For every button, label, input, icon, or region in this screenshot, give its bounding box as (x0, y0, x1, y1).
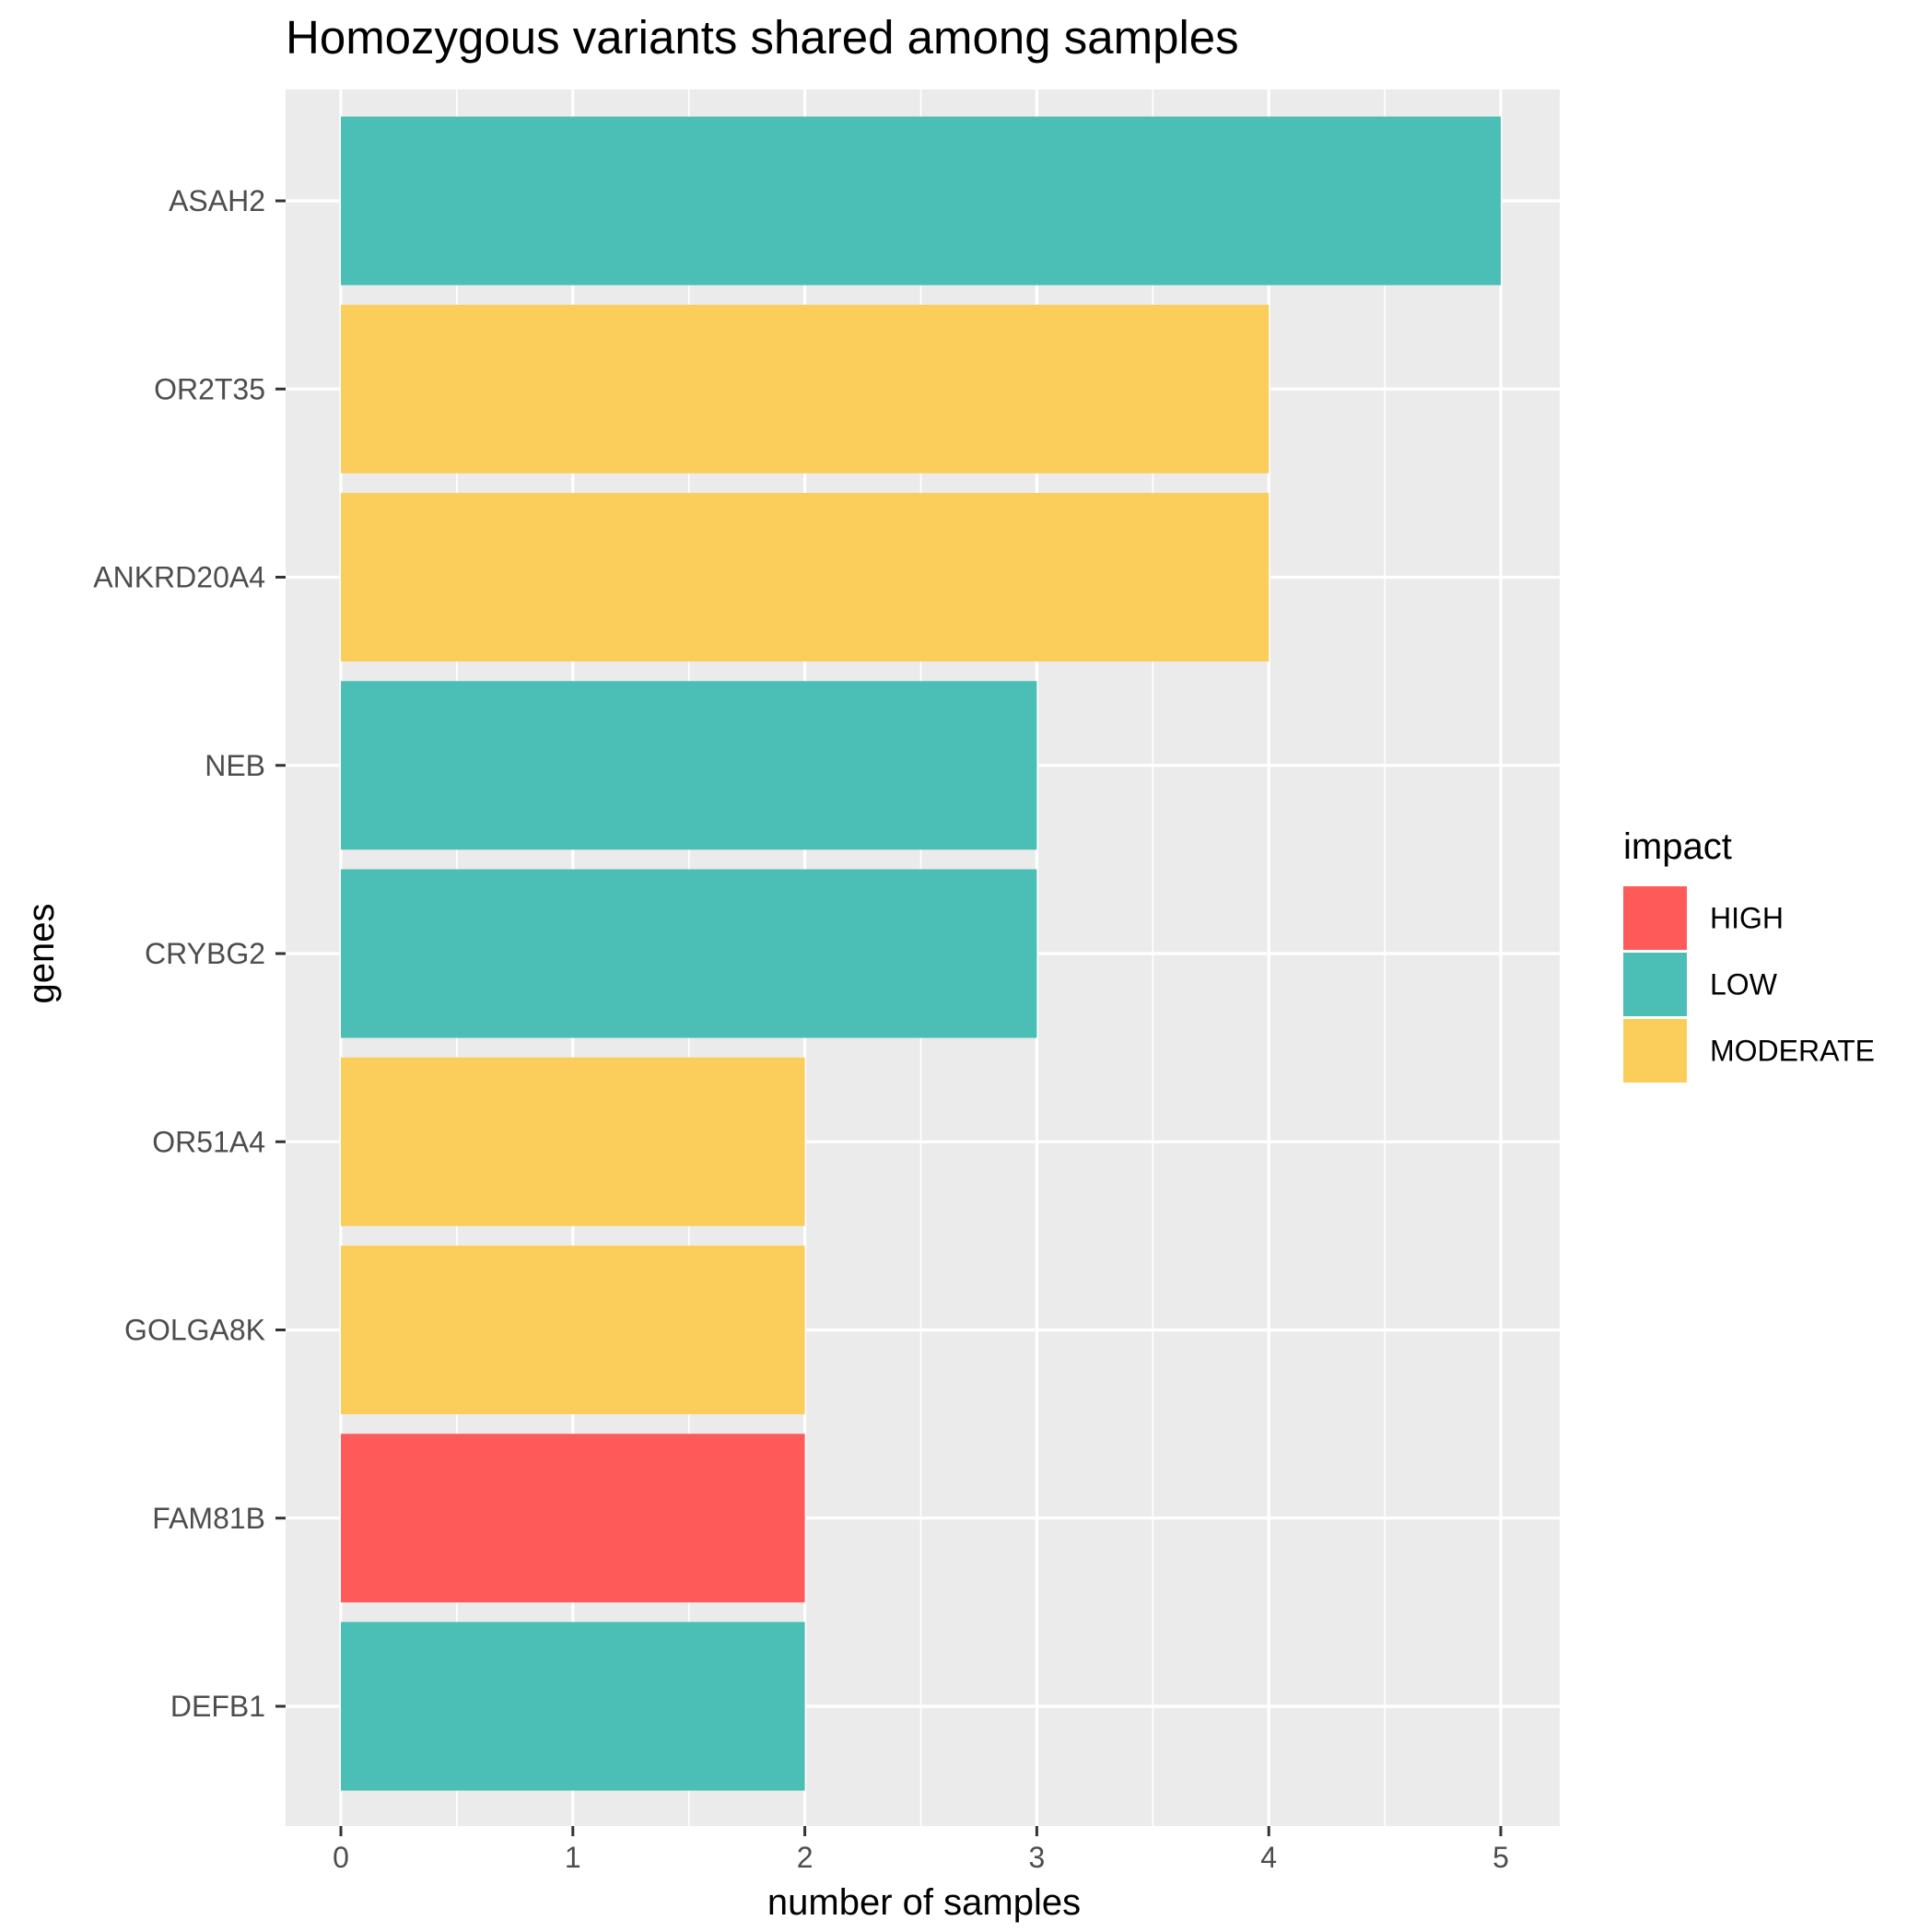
y-tick-label: NEB (205, 749, 265, 782)
x-tick-label: 1 (565, 1841, 581, 1874)
bar-defb1 (341, 1622, 805, 1791)
bar-ankrd20a4 (341, 493, 1270, 662)
legend: impact HIGH LOW MODERATE (1623, 826, 1875, 1083)
x-tick-label: 4 (1260, 1841, 1277, 1874)
y-tick-label: OR51A4 (152, 1125, 265, 1158)
x-tick-label: 3 (1029, 1841, 1046, 1874)
x-tick-label: 2 (797, 1841, 813, 1874)
legend-title: impact (1623, 826, 1732, 867)
legend-key-low (1623, 953, 1687, 1016)
chart-title: Homozygous variants shared among samples (286, 11, 1239, 64)
x-axis: 0 1 2 3 4 5 (333, 1826, 1509, 1874)
x-axis-title: number of samples (767, 1882, 1081, 1923)
legend-label: LOW (1710, 968, 1778, 1001)
x-tick-label: 0 (333, 1841, 349, 1874)
y-tick-label: DEFB1 (170, 1690, 265, 1723)
bar-crybg2 (341, 869, 1037, 1038)
y-tick-label: CRYBG2 (145, 937, 265, 970)
y-tick-label: ASAH2 (169, 184, 265, 217)
legend-key-high (1623, 886, 1687, 950)
y-axis: ASAH2 OR2T35 ANKRD20A4 NEB CRYBG2 OR51A4 GOLGA… (93, 184, 286, 1723)
bar-fam81b (341, 1434, 805, 1603)
bar-golga8k (341, 1246, 805, 1414)
bar-or51a4 (341, 1057, 805, 1226)
bar-asah2 (341, 116, 1501, 286)
bar-neb (341, 681, 1037, 850)
legend-label: MODERATE (1710, 1035, 1875, 1068)
y-tick-label: ANKRD20A4 (93, 561, 265, 594)
bars-group (341, 116, 1501, 1791)
legend-label: HIGH (1710, 902, 1784, 935)
y-tick-label: GOLGA8K (124, 1314, 265, 1347)
legend-key-moderate (1623, 1019, 1687, 1083)
bar-or2t35 (341, 304, 1270, 474)
x-tick-label: 5 (1492, 1841, 1509, 1874)
y-axis-title: genes (21, 904, 62, 1004)
y-tick-label: OR2T35 (154, 372, 265, 405)
y-tick-label: FAM81B (152, 1502, 265, 1535)
